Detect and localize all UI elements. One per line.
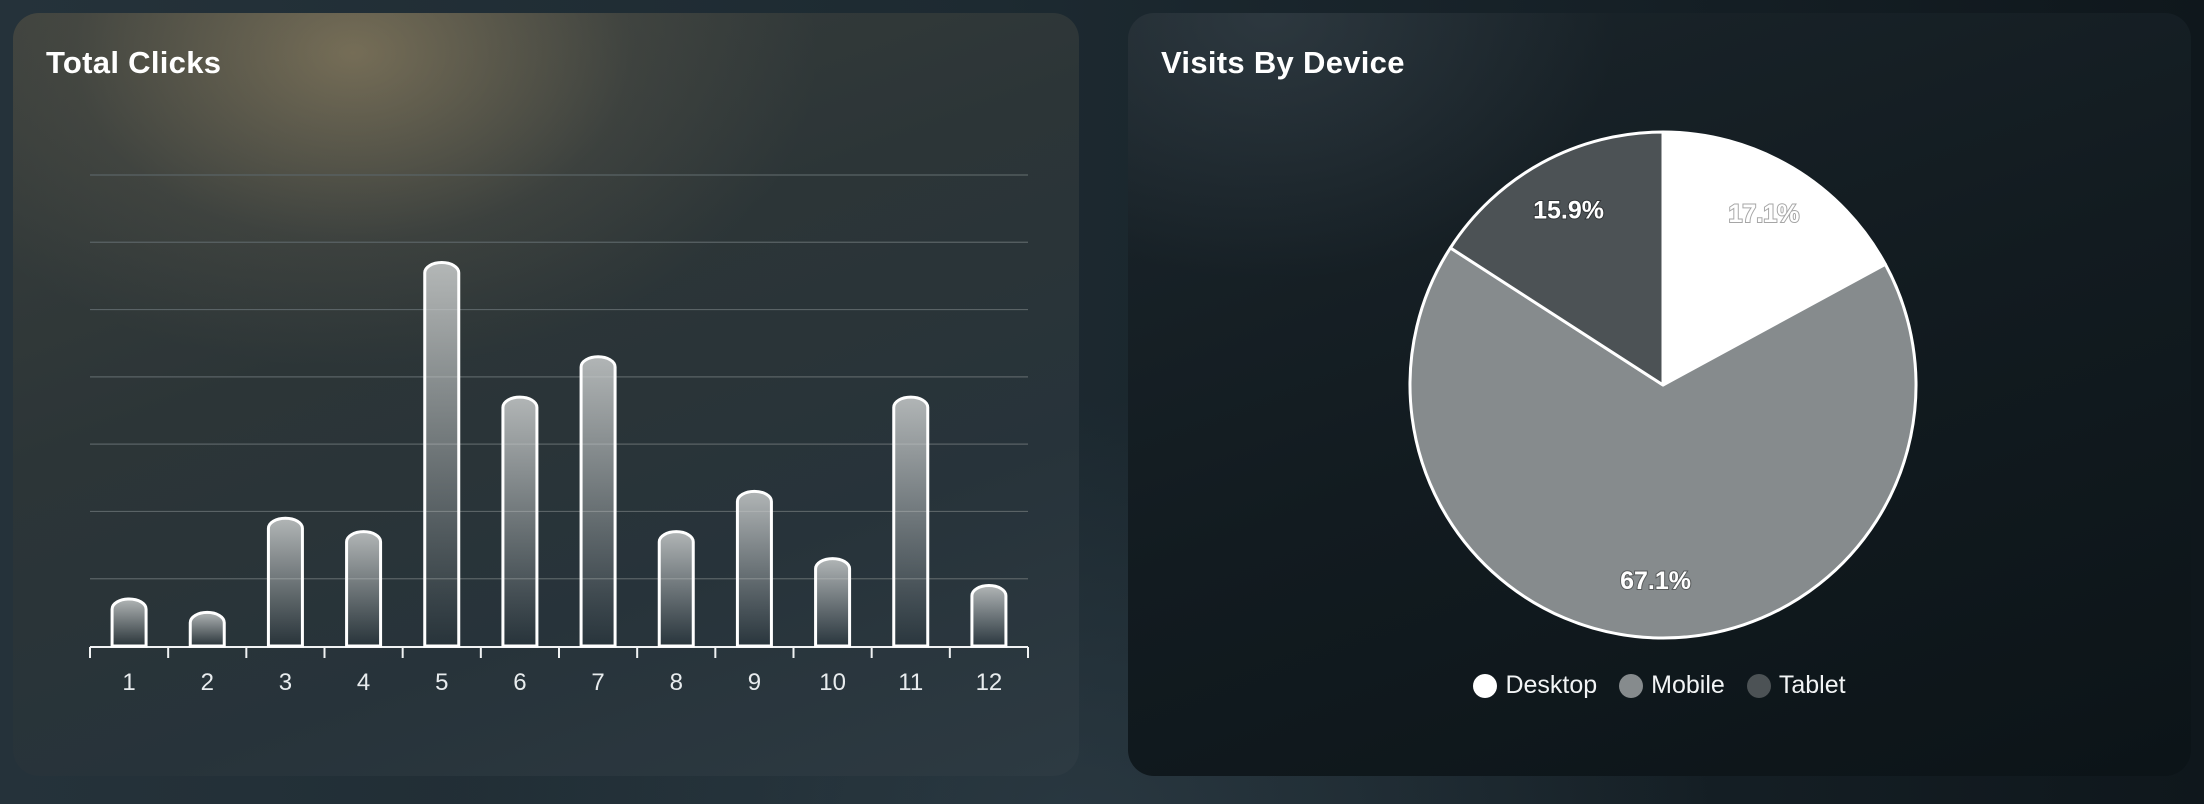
- bar-6[interactable]: [501, 395, 539, 648]
- legend-swatch-desktop: [1473, 673, 1498, 698]
- bar-1[interactable]: [110, 597, 148, 648]
- visits-by-device-title: Visits By Device: [1161, 45, 1405, 80]
- x-tick-label-5: 5: [435, 669, 448, 696]
- x-tick-label-10: 10: [819, 669, 846, 696]
- legend-item-tablet[interactable]: Tablet: [1746, 671, 1846, 700]
- x-tick-label-4: 4: [357, 669, 370, 696]
- bar-11[interactable]: [892, 395, 930, 648]
- x-tick-label-7: 7: [591, 669, 604, 696]
- pie-legend: Desktop Mobile Tablet: [1128, 671, 2191, 700]
- x-tick-label-9: 9: [748, 669, 761, 696]
- bar-8[interactable]: [657, 530, 695, 648]
- pie-slice-mobile[interactable]: [1408, 246, 1918, 640]
- visits-by-device-pie-chart: 17.1% 67.1% 15.9%: [1408, 130, 1918, 640]
- bar-7[interactable]: [579, 355, 617, 648]
- x-tick-label-11: 11: [898, 669, 923, 696]
- x-tick-label-2: 2: [201, 669, 214, 696]
- total-clicks-card: Total Clicks 1 2 3 4 5 6 7 8 9 10 11 12: [13, 13, 1079, 776]
- legend-swatch-tablet: [1746, 673, 1771, 698]
- pie-label-desktop: 17.1%: [1728, 200, 1799, 228]
- bar-9[interactable]: [735, 489, 773, 648]
- bar-5[interactable]: [423, 261, 461, 648]
- legend-swatch-mobile: [1619, 673, 1644, 698]
- x-tick-label-1: 1: [122, 669, 135, 696]
- legend-label-desktop: Desktop: [1505, 671, 1598, 699]
- bar-2[interactable]: [188, 610, 226, 648]
- legend-label-mobile: Mobile: [1651, 671, 1725, 699]
- total-clicks-title: Total Clicks: [46, 45, 222, 80]
- x-tick-label-6: 6: [513, 669, 526, 696]
- bar-4[interactable]: [345, 530, 383, 648]
- pie-label-tablet: 15.9%: [1533, 196, 1604, 224]
- x-tick-label-8: 8: [670, 669, 683, 696]
- bar-3[interactable]: [266, 516, 304, 648]
- total-clicks-bar-chart: 1 2 3 4 5 6 7 8 9 10 11 12: [89, 174, 1029, 696]
- bar-12[interactable]: [970, 584, 1008, 648]
- legend-label-tablet: Tablet: [1778, 671, 1846, 699]
- pie-slice-desktop[interactable]: [1661, 130, 1887, 387]
- x-tick-label-3: 3: [279, 669, 292, 696]
- x-tick-label-12: 12: [976, 669, 1003, 696]
- legend-item-mobile[interactable]: Mobile: [1619, 671, 1725, 700]
- bar-10[interactable]: [814, 557, 852, 648]
- pie-slice-tablet[interactable]: [1448, 130, 1665, 387]
- visits-by-device-card: Visits By Device 17.1% 67.1% 15.9% Desktop…: [1128, 13, 2191, 776]
- legend-item-desktop[interactable]: Desktop: [1473, 671, 1597, 700]
- pie-label-mobile: 67.1%: [1620, 567, 1691, 595]
